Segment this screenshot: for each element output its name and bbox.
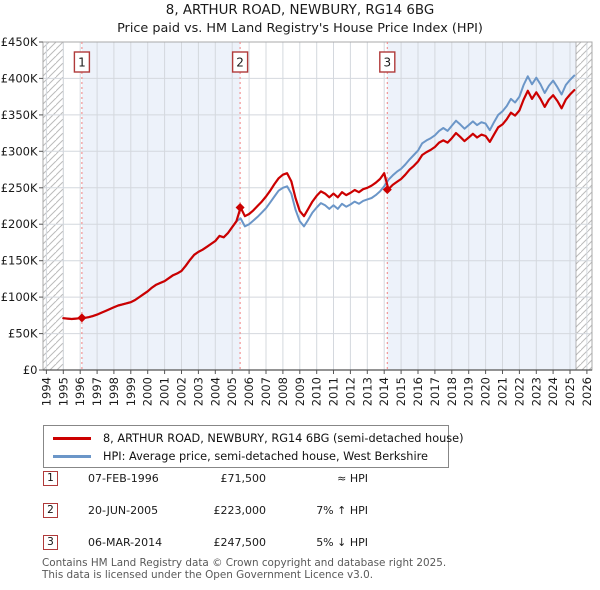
x-tick-label: 2005 xyxy=(225,377,239,406)
x-tick-label: 2021 xyxy=(496,377,510,406)
transaction-row-2: 2 20-JUN-2005 £223,000 7% ↑ HPI xyxy=(43,503,373,520)
y-tick-label: £0 xyxy=(23,363,38,377)
sale-marker-number: 2 xyxy=(236,56,244,70)
y-tick-label: £300K xyxy=(1,144,38,158)
page-title: 8, ARTHUR ROAD, NEWBURY, RG14 6BG xyxy=(165,3,435,18)
x-tick-label: 2020 xyxy=(479,377,493,406)
page-subtitle: Price paid vs. HM Land Registry's House … xyxy=(117,21,483,36)
property-series-line xyxy=(62,88,576,321)
legend-label-property: 8, ARTHUR ROAD, NEWBURY, RG14 6BG (semi-… xyxy=(103,431,464,445)
x-tick-label: 2018 xyxy=(445,377,459,406)
transaction-row-3: 3 06-MAR-2014 £247,500 5% ↓ HPI xyxy=(43,535,373,552)
transactions-table: 1 07-FEB-1996 £71,500 ≈ HPI 2 20-JUN-200… xyxy=(43,471,373,567)
sale-price: £71,500 xyxy=(220,472,267,485)
y-tick-label: £450K xyxy=(1,35,38,49)
y-tick-label: £200K xyxy=(1,217,38,231)
x-tick-label: 2025 xyxy=(563,377,577,406)
x-tick-label: 1995 xyxy=(56,377,70,406)
sale-number-badge: 1 xyxy=(43,471,58,486)
legend-red-line-sample xyxy=(53,436,91,440)
x-tick-label: 2011 xyxy=(327,377,341,406)
sale-marker-number: 3 xyxy=(383,56,391,70)
x-tick-label: 2017 xyxy=(428,377,442,406)
x-tick-label: 2004 xyxy=(208,377,222,406)
sale-point-marker xyxy=(77,313,87,323)
x-tick-label: 2014 xyxy=(377,377,391,406)
sale-price: £247,500 xyxy=(213,536,267,549)
sale-number-badge: 3 xyxy=(43,535,58,550)
chart-legend: 8, ARTHUR ROAD, NEWBURY, RG14 6BG (semi-… xyxy=(43,425,464,468)
sale-marker-box xyxy=(73,51,91,73)
ownership-period-band xyxy=(81,42,241,370)
sale-hpi-relation: 5% ↓ HPI xyxy=(316,536,368,549)
x-tick-label: 2023 xyxy=(529,377,543,406)
price-history-chart: 1 2 3 £0 £50K £100K £150K £200K £250K £300K £350K £… xyxy=(1,35,594,406)
sale-marker-box xyxy=(231,51,249,73)
x-tick-label: 2008 xyxy=(276,377,290,406)
license-footer: Contains HM Land Registry data © Crown c… xyxy=(42,557,447,581)
sale-marker-number: 1 xyxy=(78,56,86,70)
x-tick-label: 1996 xyxy=(73,377,87,406)
sale-date: 07-FEB-1996 xyxy=(88,472,159,485)
footer-line2: This data is licensed under the Open Gov… xyxy=(42,568,374,581)
x-tick-label: 2000 xyxy=(141,377,155,406)
y-tick-label: £250K xyxy=(1,181,38,195)
x-tick-label: 2024 xyxy=(546,377,560,406)
y-tick-label: £350K xyxy=(1,108,38,122)
x-tick-label: 2007 xyxy=(259,377,273,406)
x-tick-label: 2006 xyxy=(242,377,256,406)
x-tick-label: 2010 xyxy=(310,377,324,406)
sale-number-badge: 2 xyxy=(43,503,58,518)
transaction-row-1: 1 07-FEB-1996 £71,500 ≈ HPI xyxy=(43,471,373,488)
legend-item-hpi: HPI: Average price, semi-detached house,… xyxy=(44,447,448,465)
x-tick-label: 2016 xyxy=(411,377,425,406)
sale-price: £223,000 xyxy=(213,504,267,517)
x-tick-label: 1999 xyxy=(124,377,138,406)
sale-date: 20-JUN-2005 xyxy=(88,504,159,517)
x-tick-label: 1997 xyxy=(90,377,104,406)
x-tick-label: 2012 xyxy=(343,377,357,406)
x-tick-label: 1994 xyxy=(39,377,53,406)
sale-hpi-relation: ≈ HPI xyxy=(337,472,368,485)
legend-item-property: 8, ARTHUR ROAD, NEWBURY, RG14 6BG (semi-… xyxy=(44,429,464,447)
x-tick-label: 2026 xyxy=(580,377,594,406)
x-tick-label: 2013 xyxy=(360,377,374,406)
x-tick-label: 2015 xyxy=(394,377,408,406)
sale-point-marker xyxy=(382,185,392,195)
y-tick-label: £400K xyxy=(1,71,38,85)
x-tick-label: 2022 xyxy=(512,377,526,406)
legend-label-hpi: HPI: Average price, semi-detached house,… xyxy=(103,449,428,463)
ownership-period-band xyxy=(387,42,576,370)
sale-hpi-relation: 7% ↑ HPI xyxy=(316,504,368,517)
legend-blue-line-sample xyxy=(53,454,91,458)
y-tick-label: £100K xyxy=(1,290,38,304)
y-tick-label: £150K xyxy=(1,254,38,268)
sale-date: 06-MAR-2014 xyxy=(88,536,163,549)
x-tick-label: 2002 xyxy=(175,377,189,406)
x-tick-label: 2001 xyxy=(158,377,172,406)
x-tick-label: 2019 xyxy=(462,377,476,406)
sale-marker-box xyxy=(379,51,396,73)
y-tick-label: £50K xyxy=(8,327,38,341)
sale-point-marker xyxy=(235,203,245,212)
no-data-hatch xyxy=(575,41,593,371)
footer-line1: Contains HM Land Registry data © Crown c… xyxy=(42,557,447,569)
x-tick-label: 1998 xyxy=(107,377,121,406)
x-tick-label: 2009 xyxy=(293,377,307,406)
x-tick-label: 2003 xyxy=(191,377,205,406)
